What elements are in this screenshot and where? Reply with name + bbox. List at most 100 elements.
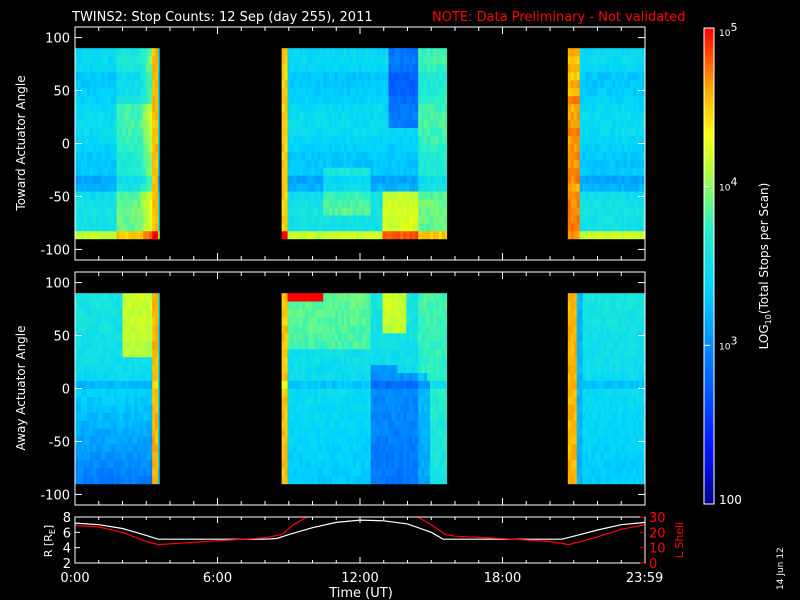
toward-heatmap-cell — [320, 95, 324, 105]
away-heatmap-cell — [349, 332, 354, 342]
toward-heatmap-cell — [636, 111, 640, 121]
away-heatmap-cell — [320, 420, 324, 429]
toward-heatmap-cell — [606, 135, 610, 144]
toward-heatmap-cell — [624, 167, 628, 176]
away-heatmap-cell — [441, 348, 446, 358]
toward-heatmap-cell — [101, 143, 106, 152]
toward-heatmap-cell — [320, 143, 324, 152]
away-heatmap-cell — [146, 475, 150, 485]
toward-heatmap-cell — [600, 56, 604, 65]
toward-heatmap-cell — [585, 207, 589, 216]
toward-heatmap-cell — [158, 79, 160, 89]
toward-heatmap-cell — [329, 135, 333, 144]
away-heatmap-cell — [570, 317, 575, 326]
away-heatmap-cell — [579, 388, 584, 397]
toward-heatmap-cell — [621, 127, 625, 136]
toward-heatmap-cell — [107, 119, 112, 129]
toward-heatmap-cell — [302, 191, 306, 200]
toward-heatmap-cell — [636, 214, 640, 224]
toward-heatmap-cell — [394, 143, 398, 152]
away-heatmap-cell — [424, 444, 428, 453]
toward-heatmap-cell — [579, 175, 584, 184]
away-heatmap-cell — [329, 372, 333, 381]
toward-heatmap-cell — [600, 87, 604, 97]
toward-heatmap-cell — [441, 119, 446, 129]
toward-heatmap-cell — [131, 79, 135, 89]
away-heatmap-cell — [591, 364, 595, 374]
toward-heatmap-cell — [284, 151, 288, 160]
toward-heatmap-cell — [89, 64, 94, 73]
away-heatmap-cell — [134, 459, 138, 469]
away-heatmap-cell — [293, 428, 297, 437]
away-heatmap-cell — [140, 459, 144, 469]
toward-heatmap-cell — [302, 72, 306, 81]
toward-heatmap-cell — [335, 135, 339, 144]
toward-heatmap-cell — [367, 143, 372, 152]
toward-heatmap-cell — [317, 151, 321, 160]
toward-heatmap-cell — [409, 56, 413, 65]
toward-heatmap-cell — [612, 167, 616, 176]
toward-heatmap-cell — [388, 199, 392, 208]
toward-heatmap-cell — [131, 48, 135, 57]
toward-heatmap-cell — [621, 119, 625, 129]
toward-heatmap-cell — [349, 159, 354, 168]
toward-heatmap-cell — [421, 159, 425, 168]
toward-heatmap-cell — [594, 64, 598, 73]
toward-heatmap-cell — [352, 183, 357, 192]
away-heatmap-cell — [438, 348, 443, 358]
away-heatmap-cell — [149, 388, 153, 397]
toward-heatmap-cell — [639, 159, 643, 168]
away-heatmap-cell — [585, 332, 589, 342]
away-heatmap-cell — [341, 475, 345, 485]
away-heatmap-cell — [424, 467, 428, 477]
toward-heatmap-cell — [343, 159, 348, 168]
toward-heatmap-cell — [642, 79, 645, 89]
away-heatmap-cell — [119, 340, 123, 350]
toward-heatmap-cell — [412, 159, 416, 168]
toward-heatmap-cell — [591, 191, 595, 200]
away-heatmap-cell — [588, 309, 592, 318]
toward-heatmap-cell — [441, 111, 446, 121]
away-heatmap-cell — [302, 380, 306, 389]
away-heatmap-cell — [335, 332, 339, 342]
away-heatmap-cell — [128, 293, 132, 302]
away-heatmap-cell — [436, 317, 440, 326]
away-heatmap-cell — [113, 380, 117, 389]
toward-heatmap-cell — [576, 199, 581, 208]
toward-heatmap-cell — [314, 222, 318, 232]
toward-heatmap-cell — [75, 135, 79, 144]
toward-heatmap-cell — [379, 199, 383, 208]
away-heatmap-cell — [364, 356, 369, 366]
toward-heatmap-cell — [146, 64, 150, 73]
toward-heatmap-cell — [585, 48, 589, 57]
away-heatmap-cell — [567, 404, 572, 413]
toward-heatmap-cell — [421, 111, 425, 121]
toward-heatmap-cell — [418, 87, 422, 97]
toward-heatmap-cell — [326, 135, 330, 144]
toward-heatmap-cell — [388, 191, 392, 200]
away-heatmap-cell — [364, 332, 369, 342]
toward-heatmap-cell — [149, 135, 153, 144]
away-heatmap-cell — [302, 388, 306, 397]
toward-heatmap-cell — [116, 95, 120, 105]
toward-heatmap-cell — [612, 95, 616, 105]
toward-heatmap-cell — [379, 191, 383, 200]
away-heatmap-cell — [335, 444, 339, 453]
toward-heatmap-cell — [293, 167, 297, 176]
away-heatmap-cell — [98, 396, 103, 405]
toward-heatmap-cell — [570, 135, 575, 144]
away-heatmap-cell — [567, 444, 572, 453]
away-heatmap-cell — [143, 324, 147, 334]
toward-heatmap-cell — [98, 48, 103, 57]
away-heatmap-cell — [284, 467, 288, 477]
toward-heatmap-cell — [113, 183, 117, 192]
toward-heatmap-cell — [624, 119, 628, 129]
away-heatmap-cell — [299, 475, 303, 485]
away-heatmap-cell — [296, 317, 300, 326]
toward-heatmap-cell — [346, 79, 351, 89]
toward-heatmap-cell — [361, 103, 366, 113]
toward-heatmap-cell — [436, 72, 440, 81]
away-heatmap-cell — [95, 356, 100, 366]
toward-heatmap-cell — [75, 48, 79, 57]
away-heatmap-cell — [570, 332, 575, 342]
